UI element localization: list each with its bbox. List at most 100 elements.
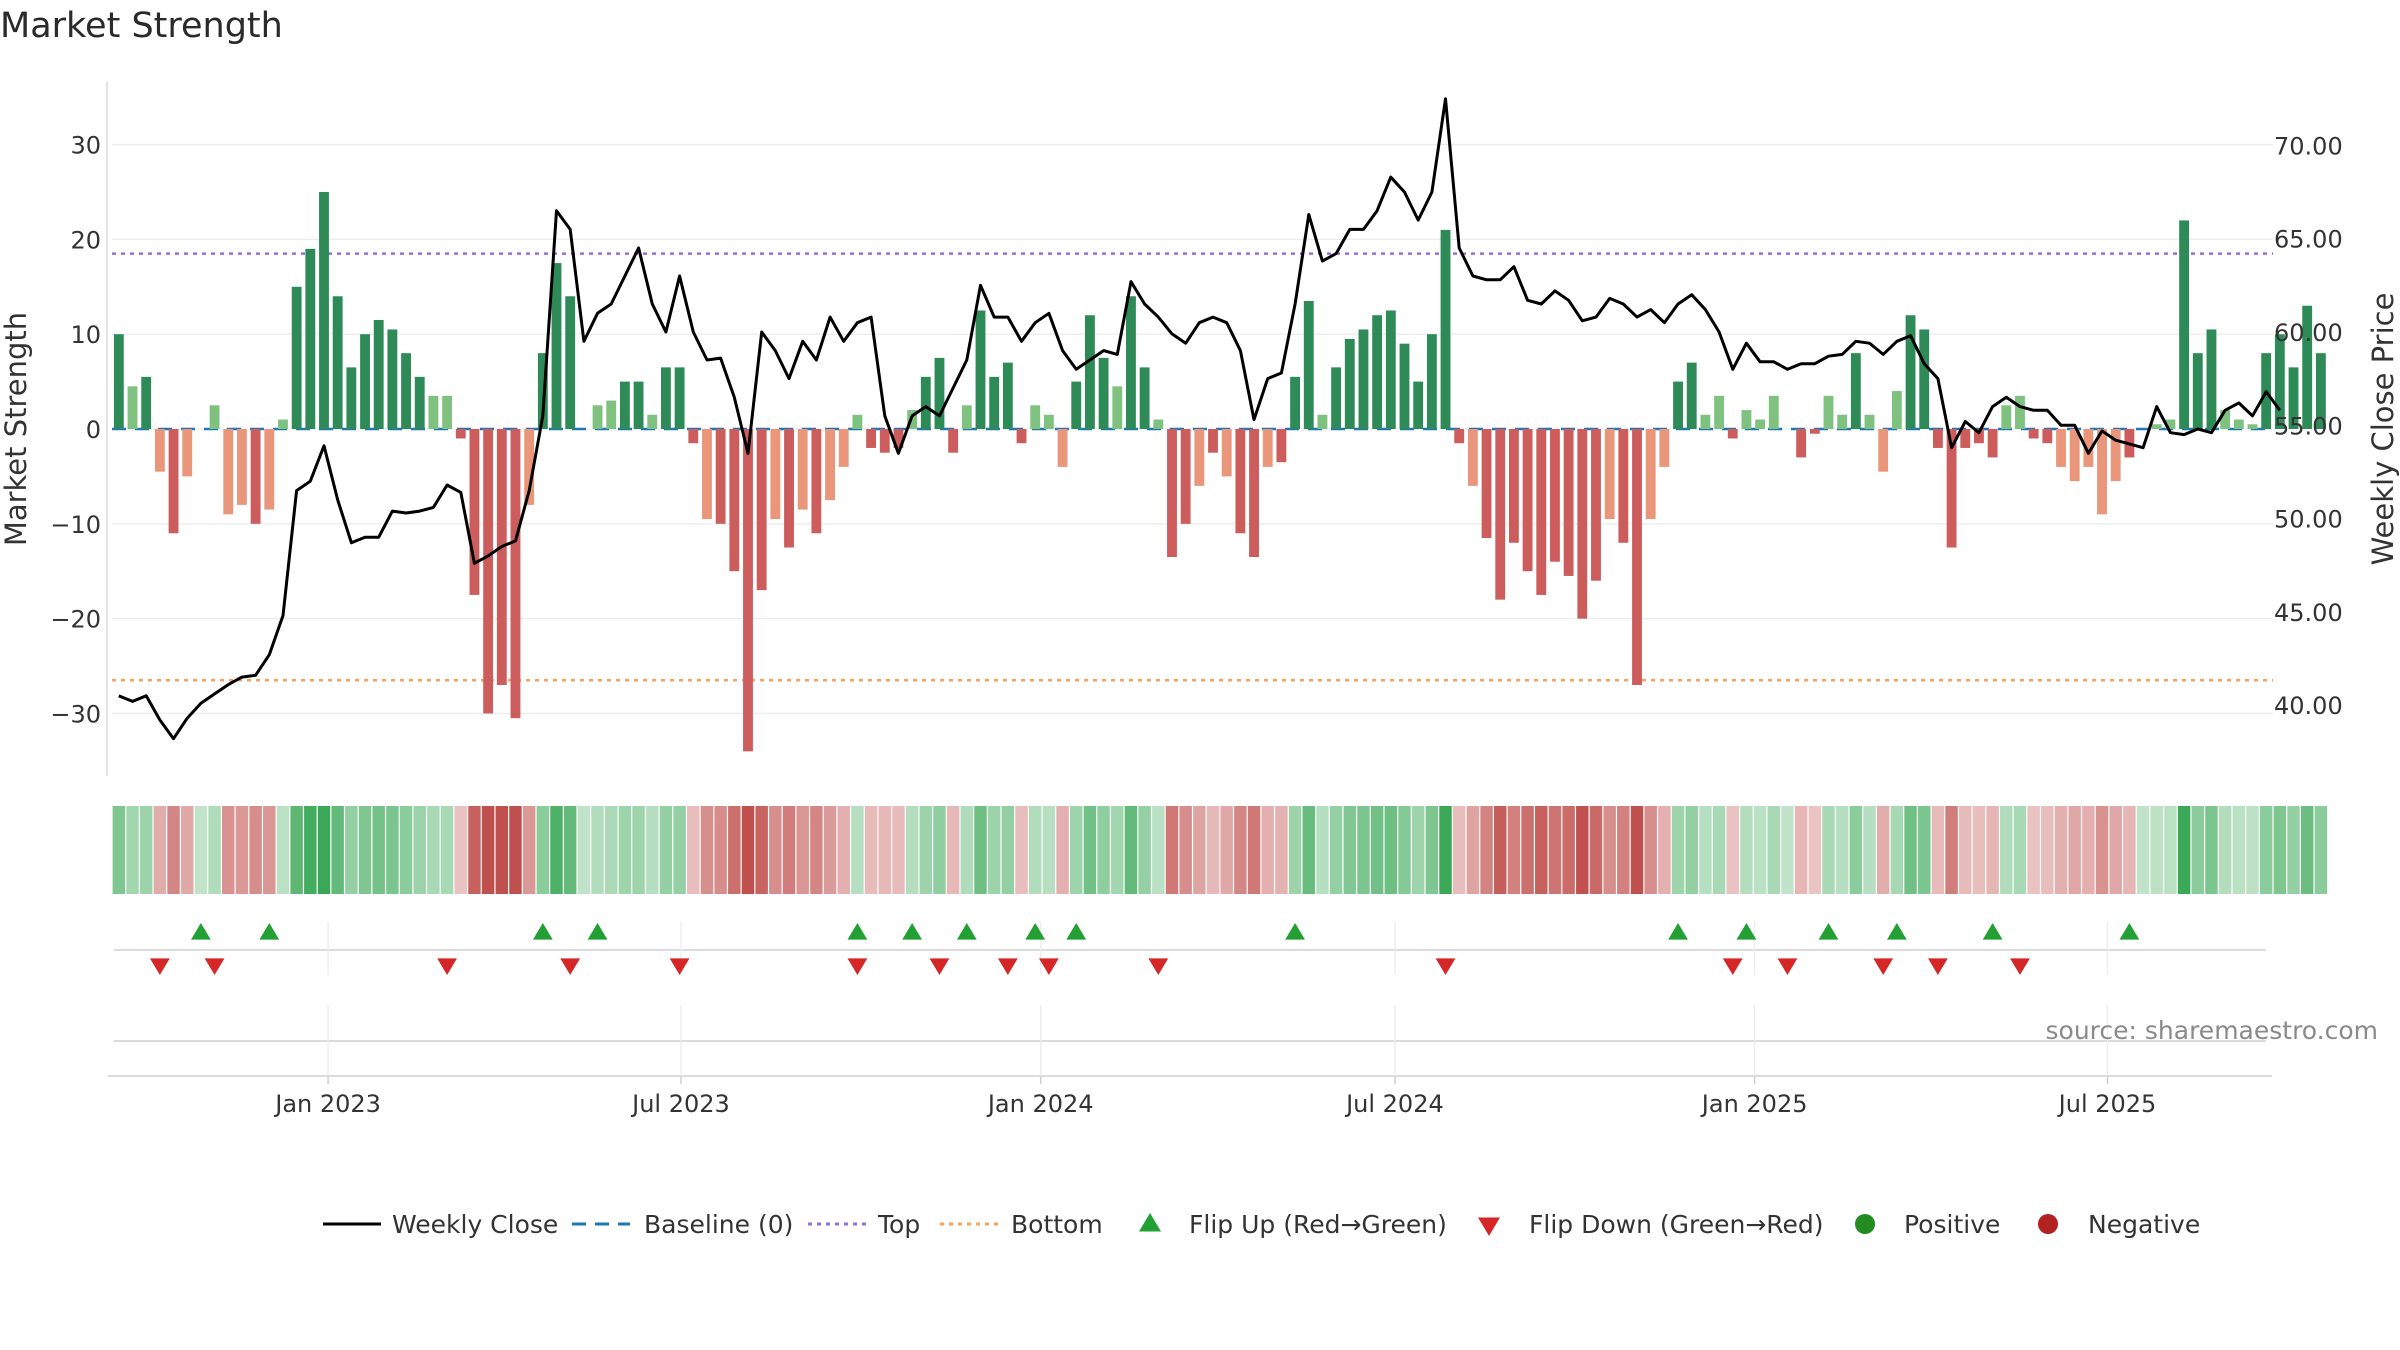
strength-bar [674, 367, 685, 429]
heat-cell [345, 806, 358, 894]
strength-bar [565, 296, 576, 429]
strength-bar [154, 429, 165, 472]
heat-cell [454, 806, 468, 894]
strength-bar [414, 376, 425, 429]
strength-bar [1413, 381, 1424, 429]
strength-bar [1399, 343, 1410, 429]
heat-cell [1070, 806, 1083, 894]
strength-bar [1098, 357, 1109, 429]
strength-bar [989, 376, 1000, 429]
heat-cell [358, 806, 372, 894]
strength-bar [1727, 429, 1738, 439]
heat-cell [2109, 806, 2122, 894]
strength-bar [866, 429, 877, 448]
heat-cell [1986, 806, 1999, 894]
legend-label: Flip Up (Red→Green) [1189, 1210, 1447, 1239]
strength-bar [743, 429, 753, 752]
strength-bar [948, 429, 959, 453]
heat-cell [782, 806, 796, 894]
strength-bar [1837, 414, 1848, 429]
heat-cell [1097, 806, 1110, 894]
flip-up-marker [956, 923, 977, 940]
heat-cell [1480, 806, 1493, 894]
heat-cell [1411, 806, 1425, 894]
strength-bar [2056, 429, 2066, 467]
heat-cell [1972, 806, 1986, 894]
heat-cell [1603, 806, 1616, 894]
flip-down-marker [1148, 958, 1169, 975]
heat-cell [1343, 806, 1357, 894]
strength-bar [1084, 315, 1095, 429]
heat-cell [1931, 806, 1945, 894]
x-tick-label: Jan 2024 [986, 1090, 1094, 1118]
heat-cell [2259, 806, 2273, 894]
heat-cell [1028, 806, 1042, 894]
strength-bar [319, 191, 329, 429]
x-tick-label: Jul 2024 [1344, 1090, 1444, 1118]
heat-cell [290, 806, 303, 894]
strength-bar [1180, 429, 1191, 524]
strength-bar [1167, 429, 1177, 557]
flip-down-marker [2010, 958, 2030, 975]
heat-cell [2164, 806, 2177, 894]
heat-cell [1835, 806, 1849, 894]
strength-bar [1522, 429, 1533, 572]
flip-down-marker [929, 958, 950, 975]
strength-bar [1057, 429, 1068, 467]
strength-bar [1686, 362, 1697, 429]
strength-bar [1235, 429, 1246, 534]
strength-bar [1632, 429, 1642, 685]
heat-cell [1247, 806, 1261, 894]
strength-bar [606, 400, 617, 429]
heat-cell [495, 806, 509, 894]
flip-up-marker [1285, 923, 1305, 940]
strength-bar [1331, 367, 1342, 429]
strength-bar [1673, 381, 1683, 429]
weekly-close-line [118, 97, 2282, 741]
strength-bar [1577, 429, 1588, 619]
strength-bar [264, 429, 275, 510]
heat-cell [987, 806, 1001, 894]
heat-cell [276, 806, 290, 894]
strength-bar [1385, 310, 1396, 429]
strength-bar [1768, 395, 1779, 429]
heat-cell [167, 806, 180, 894]
heat-cell [153, 806, 167, 894]
strength-bar [332, 296, 343, 429]
heat-cell [659, 806, 673, 894]
heat-cell [139, 806, 153, 894]
strength-bar [1932, 429, 1943, 448]
heat-cell [1630, 806, 1644, 894]
strength-bar [1426, 334, 1437, 429]
left-tick-label: 0 [86, 416, 101, 444]
strength-bar [537, 353, 548, 429]
flip-up-marker [2119, 923, 2140, 940]
strength-bar [1495, 429, 1506, 600]
heat-cell [2191, 806, 2205, 894]
strength-bar [1946, 429, 1957, 548]
heat-cell [1562, 806, 1575, 894]
strength-bar [1645, 429, 1656, 520]
strength-bar [1987, 429, 1998, 458]
heat-cell [386, 806, 399, 894]
strength-bar [797, 429, 808, 510]
strength-bar [1755, 419, 1766, 429]
left-tick-label: 30 [70, 132, 101, 160]
heat-cell [235, 806, 249, 894]
right-axis-ticks: 70.00 65.00 60.00 55.00 50.00 45.00 40.00 [2274, 132, 2343, 720]
heat-cell [741, 806, 755, 894]
strength-bar [250, 429, 261, 524]
strength-bar [1960, 429, 1971, 448]
heat-cell [1781, 806, 1794, 894]
right-tick-label: 40.00 [2274, 692, 2343, 720]
strength-bar [1071, 381, 1082, 429]
heat-cell [974, 806, 987, 894]
flip-down-marker [560, 958, 581, 975]
strength-heat-strip [112, 806, 2328, 894]
strength-bar [1290, 376, 1301, 429]
heat-cell [1945, 806, 1958, 894]
heat-cell [2300, 806, 2314, 894]
strength-bar [168, 429, 179, 534]
strength-bar [127, 386, 138, 429]
